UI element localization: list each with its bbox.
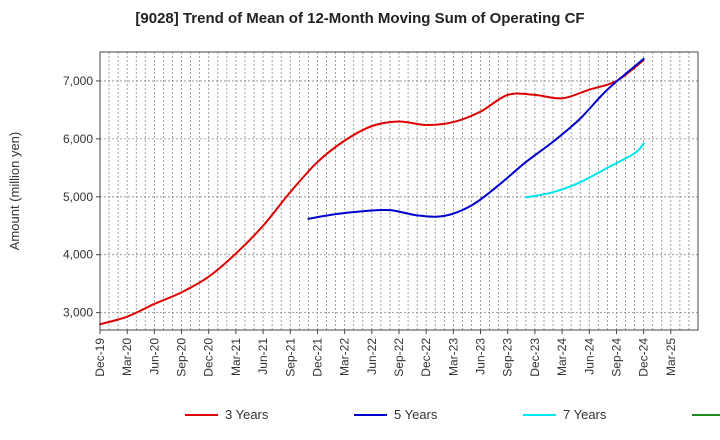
x-tick-label: Mar-23 bbox=[446, 338, 460, 376]
x-tick-label: Jun-22 bbox=[365, 338, 379, 375]
y-tick-label: 3,000 bbox=[63, 306, 93, 320]
series-line-7-years bbox=[524, 142, 645, 199]
legend-label-3-years: 3 Years bbox=[225, 407, 269, 422]
y-tick-label: 5,000 bbox=[63, 190, 93, 204]
series-line-3-years bbox=[99, 59, 645, 326]
x-tick-label: Dec-20 bbox=[202, 338, 216, 377]
x-tick-label: Jun-24 bbox=[582, 338, 596, 375]
x-tick-label: Mar-25 bbox=[664, 338, 678, 376]
y-tick-label: 4,000 bbox=[63, 248, 93, 262]
y-axis-label: Amount (million yen) bbox=[7, 132, 22, 251]
legend-label-5-years: 5 Years bbox=[394, 407, 438, 422]
x-tick-label: Jun-21 bbox=[256, 338, 270, 375]
x-tick-label: Sep-24 bbox=[609, 338, 623, 377]
x-tick-label: Mar-22 bbox=[338, 338, 352, 376]
series-layer bbox=[99, 57, 645, 326]
y-tick-label: 7,000 bbox=[63, 74, 93, 88]
series-line-5-years bbox=[307, 57, 645, 220]
x-tick-label: Sep-21 bbox=[283, 338, 297, 377]
x-tick-label: Mar-21 bbox=[229, 338, 243, 376]
x-tick-label: Mar-24 bbox=[555, 338, 569, 376]
y-tick-label: 6,000 bbox=[63, 132, 93, 146]
x-tick-label: Jun-23 bbox=[474, 338, 488, 375]
x-tick-label: Sep-20 bbox=[175, 338, 189, 377]
x-tick-label: Dec-21 bbox=[310, 338, 324, 377]
x-tick-label: Dec-23 bbox=[528, 338, 542, 377]
x-tick-label: Dec-19 bbox=[93, 338, 107, 377]
x-tick-label: Sep-22 bbox=[392, 338, 406, 377]
x-tick-label: Dec-24 bbox=[637, 338, 651, 377]
x-tick-label: Jun-20 bbox=[147, 338, 161, 375]
x-tick-label: Mar-20 bbox=[120, 338, 134, 376]
legend-label-7-years: 7 Years bbox=[563, 407, 607, 422]
axis-layer: 3,000 4,000 5,000 6,000 7,000 Dec-19 Mar-20 Jun… bbox=[63, 74, 678, 377]
chart-title: [9028] Trend of Mean of 12-Month Moving … bbox=[135, 10, 585, 27]
x-tick-label: Sep-23 bbox=[501, 338, 515, 377]
x-tick-label: Dec-22 bbox=[419, 338, 433, 377]
